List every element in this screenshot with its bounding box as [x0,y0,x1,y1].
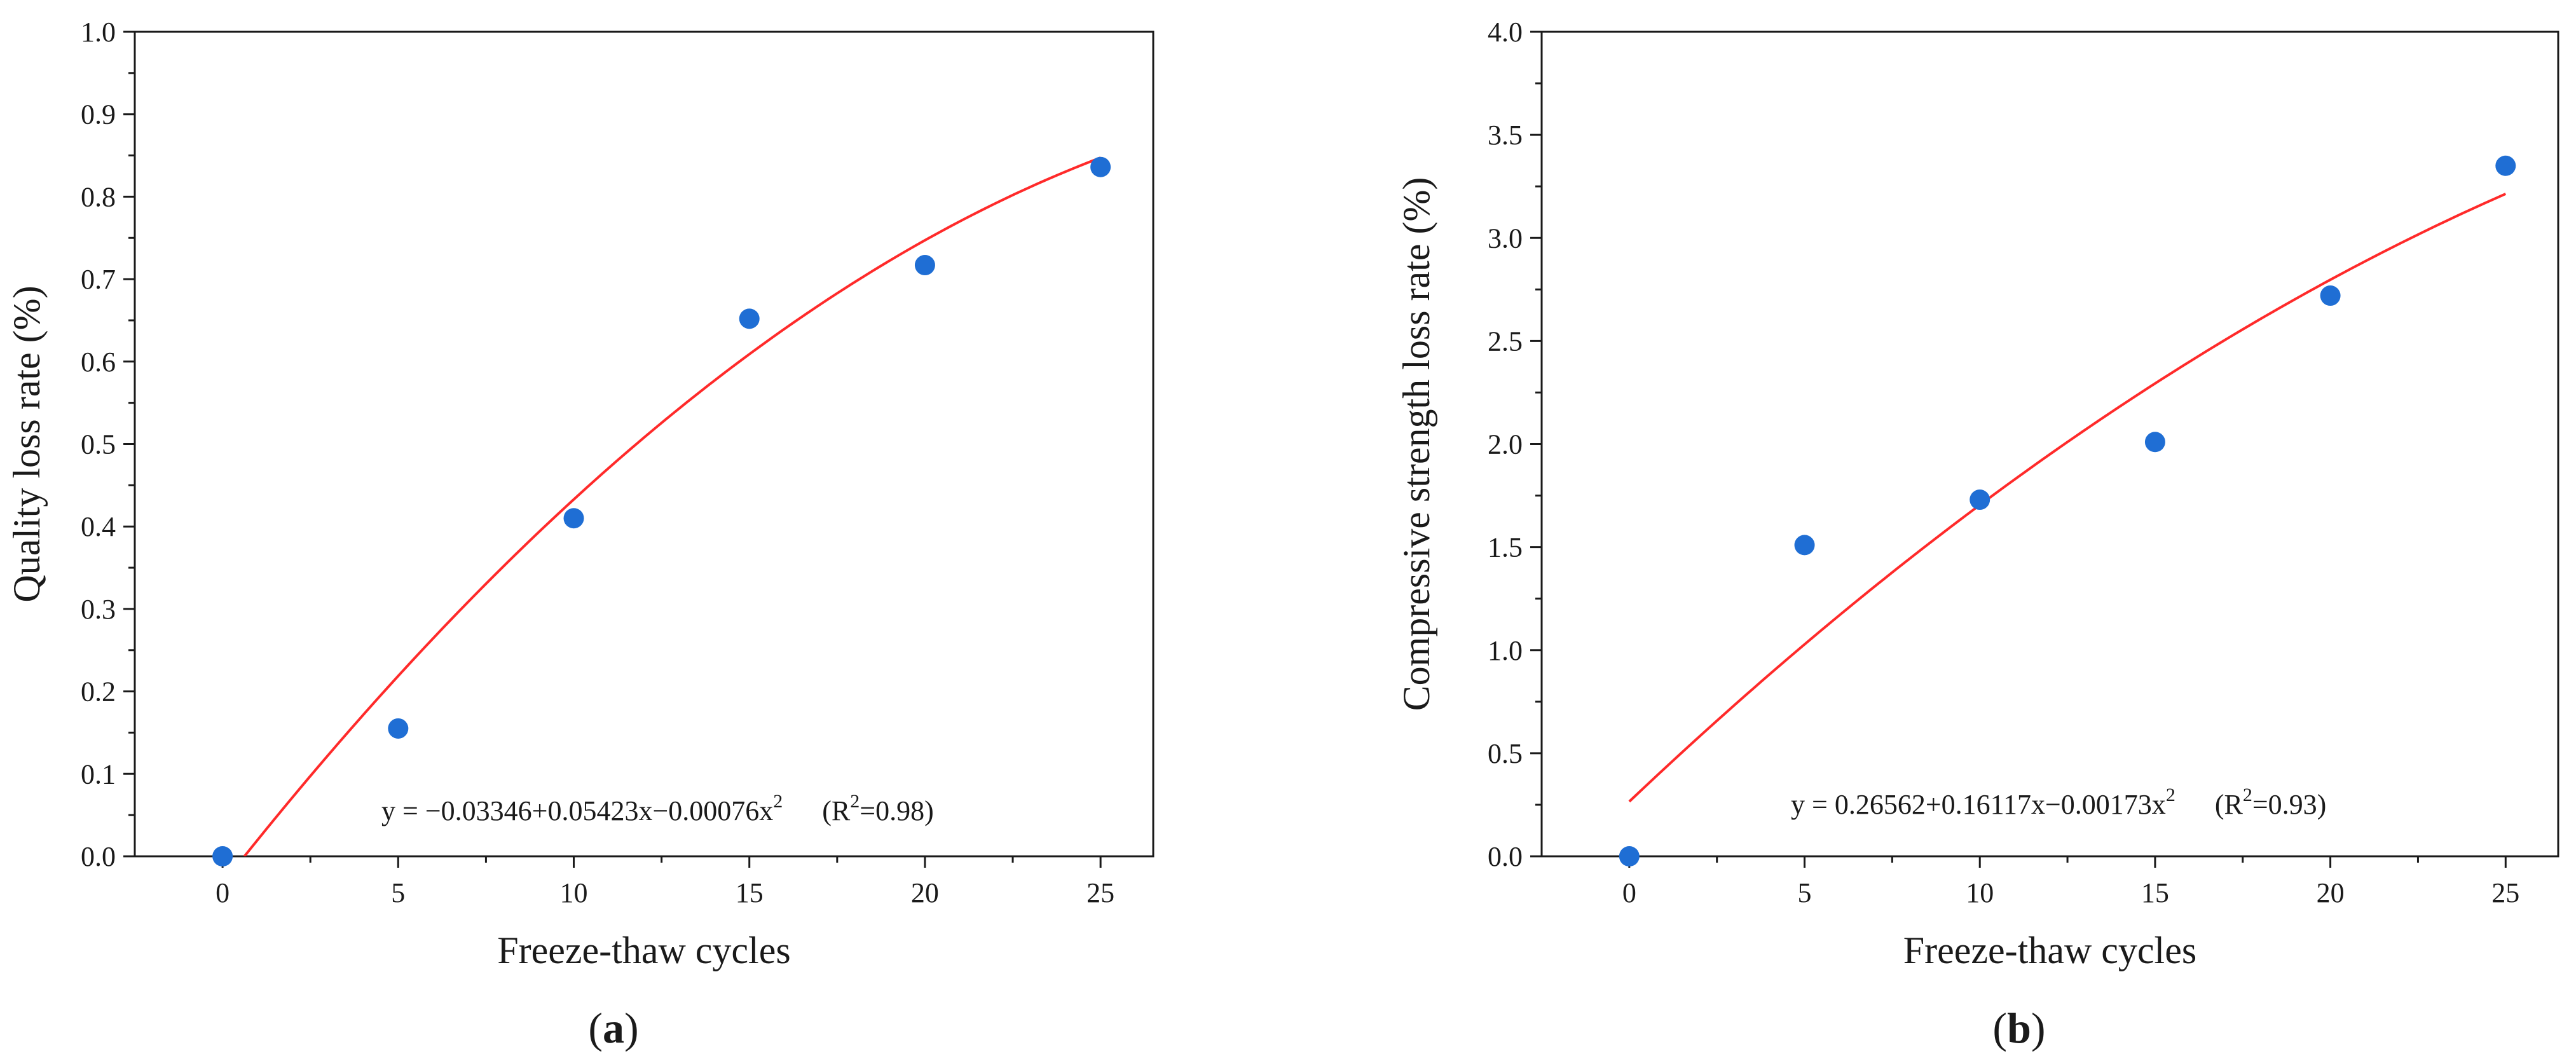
x-tick-label: 5 [1798,877,1812,908]
equation-main: y = −0.03346+0.05423x−0.00076x [381,795,773,826]
panel-label-open: ( [588,1004,603,1052]
panel-label-close: ) [624,1004,639,1052]
panel-label-close: ) [2031,1004,2046,1052]
data-point [388,718,409,739]
data-point [1090,156,1111,177]
y-axis-title: Quality loss rate (%) [6,285,48,602]
y-tick-label: 0.1 [81,758,116,790]
data-point [563,508,584,529]
data-point [739,308,760,329]
panel-b: 0.0 0.5 1.0 1.5 2.0 2.5 3.0 3.5 4.0 0 5 10 15 20 25 Fre… [1395,17,2559,1052]
plot-frame [134,31,1154,858]
panel-label-open: ( [1992,1004,2007,1052]
equation-r2-value: =0.93) [2252,789,2326,820]
panel-label-letter: a [603,1004,624,1052]
y-tick-label: 0.9 [81,99,116,130]
equation-power: 2 [2166,784,2175,805]
fit-equation: y = −0.03346+0.05423x−0.00076x2 (R2=0.98) [381,791,934,826]
x-tick-label: 25 [2491,877,2519,908]
fit-curve [1628,193,2507,803]
y-tick-label: 1.0 [81,17,116,48]
data-point [2144,432,2165,453]
y-tick-label: 0.2 [81,676,116,708]
data-point [212,846,233,866]
y-tick-label: 1.0 [1488,635,1523,666]
data-point [1619,846,1640,866]
y-tick-label: 2.0 [1488,429,1523,460]
x-axis-title: Freeze-thaw cycles [497,929,790,971]
y-tick-label: 0.8 [81,181,116,212]
data-point [914,255,935,276]
equation-r2-power: 2 [850,791,860,812]
panel-label: (b) [1992,1004,2045,1052]
y-tick-label: 0.5 [81,429,116,460]
y-tick-label: 3.5 [1488,120,1523,151]
data-point [1794,535,1815,556]
equation-r2-open: (R [822,795,851,826]
x-tick-label: 25 [1086,877,1114,908]
x-tick-label: 15 [2141,877,2169,908]
x-axis-title: Freeze-thaw cycles [1903,929,2196,971]
panel-label-letter: b [2007,1004,2031,1052]
fit-curve [243,156,1101,856]
x-tick-label: 0 [1622,877,1636,908]
x-tick-label: 10 [560,877,588,908]
plot-frame [1540,31,2559,858]
x-tick-label: 0 [216,877,230,908]
equation-r2-value: =0.98) [860,795,933,826]
y-tick-label: 0.0 [1488,841,1523,872]
equation-r2-power: 2 [2243,784,2252,805]
y-tick-label: 0.7 [81,264,116,295]
equation-r2-open: (R [2215,789,2244,820]
equation-power: 2 [773,791,783,812]
data-point [2320,285,2341,306]
y-tick-label: 0.0 [81,841,116,872]
y-tick-label: 3.0 [1488,222,1523,254]
x-tick-label: 5 [391,877,405,908]
y-tick-label: 0.3 [81,594,116,625]
y-tick-label: 0.6 [81,346,116,378]
data-point [1970,489,1990,510]
x-tick-label: 20 [911,877,939,908]
x-tick-label: 20 [2317,877,2345,908]
y-tick-label: 0.4 [81,511,116,542]
data-point [2495,155,2516,176]
x-tick-label: 15 [736,877,764,908]
y-tick-label: 0.5 [1488,738,1523,769]
y-tick-label: 4.0 [1488,17,1523,48]
panel-label: (a) [588,1004,638,1052]
x-tick-label: 10 [1966,877,1994,908]
y-axis-title: Compressive strength loss rate (%) [1395,177,1437,711]
y-tick-label: 1.5 [1488,532,1523,563]
equation-main: y = 0.26562+0.16117x−0.00173x [1791,789,2166,820]
fit-equation: y = 0.26562+0.16117x−0.00173x2 (R2=0.93) [1791,784,2326,820]
panel-a: 0.0 0.1 0.2 0.3 0.4 0.5 0.6 0.7 0.8 0.9 1.0 0 5 10 15 2… [6,17,1154,1052]
y-tick-label: 2.5 [1488,325,1523,357]
